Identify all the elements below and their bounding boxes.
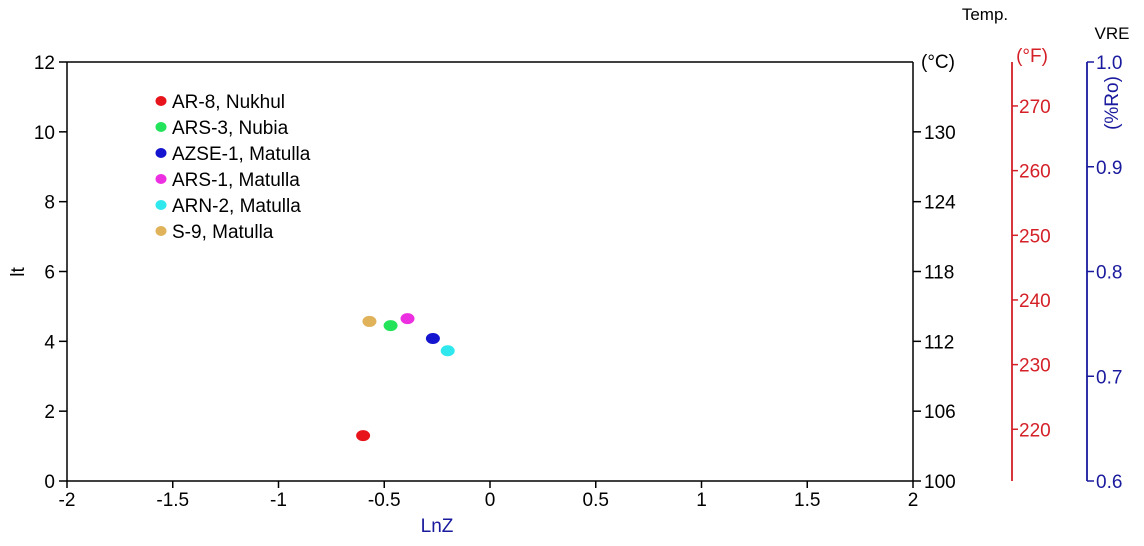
fahrenheit-tick-label: 220: [1019, 420, 1051, 441]
data-points: [356, 313, 455, 442]
vre-tick-label: 0.6: [1096, 472, 1122, 493]
data-point: [440, 345, 455, 357]
x-tick-label: 0.5: [583, 490, 609, 511]
fahrenheit-tick-label: 240: [1019, 291, 1051, 312]
celsius-tick-label: 118: [924, 263, 954, 284]
fahrenheit-tick-label: 270: [1019, 97, 1051, 118]
fahrenheit-axis: (°F) 220 230 240 250 260 270: [1011, 46, 1051, 481]
celsius-tick-label: 106: [924, 402, 956, 423]
y-tick-label: 0: [44, 472, 55, 493]
x-tick-label: -1.5: [156, 490, 189, 511]
y-tick-label: 12: [34, 53, 55, 74]
celsius-axis: (°C) 100 106 112 118 124 130: [913, 52, 956, 493]
celsius-tick-label: 112: [924, 332, 954, 353]
y-axis-label: lt: [8, 267, 29, 277]
x-tick-label: 0: [485, 490, 496, 511]
y-tick-label: 4: [44, 332, 55, 353]
legend-label: S-9, Matulla: [172, 222, 274, 243]
vre-unit-label: (%Ro): [1102, 76, 1123, 130]
temp-header: Temp.: [962, 5, 1008, 24]
celsius-tick-label: 130: [924, 123, 956, 144]
x-tick-label: 1: [696, 490, 707, 511]
x-tick-label: -2: [59, 490, 76, 511]
legend-marker: [155, 96, 167, 106]
legend-marker: [155, 200, 167, 210]
data-point: [383, 320, 398, 332]
y-tick-label: 8: [44, 193, 55, 214]
x-tick-label: 1.5: [794, 490, 820, 511]
x-tick-label: -0.5: [368, 490, 401, 511]
data-point: [400, 313, 415, 325]
x-ticks: -2 -1.5 -1 -0.5 0 0.5 1 1.5 2: [59, 481, 919, 511]
y-ticks: 0 2 4 6 8 10 12: [34, 53, 67, 493]
fahrenheit-tick-label: 260: [1019, 162, 1051, 183]
x-axis-label: LnZ: [421, 516, 454, 537]
legend-label: AZSE-1, Matulla: [172, 144, 311, 165]
vre-header: VRE: [1095, 24, 1130, 43]
vre-tick-label: 1.0: [1096, 53, 1122, 74]
vre-tick-label: 0.9: [1096, 158, 1122, 179]
vre-tick-label: 0.8: [1096, 263, 1122, 284]
legend-marker: [155, 148, 167, 158]
legend-label: ARS-3, Nubia: [172, 118, 289, 139]
fahrenheit-tick-label: 250: [1019, 226, 1051, 247]
fahrenheit-unit-label: (°F): [1016, 46, 1048, 67]
data-point: [356, 430, 371, 442]
celsius-tick-label: 100: [924, 472, 956, 493]
x-tick-label: 2: [908, 490, 919, 511]
legend-label: ARS-1, Matulla: [172, 170, 300, 191]
legend-marker: [155, 226, 167, 236]
data-point: [425, 333, 440, 345]
legend-marker: [155, 174, 167, 184]
x-tick-label: -1: [270, 490, 287, 511]
vre-axis: (%Ro) 0.6 0.7 0.8 0.9 1.0: [1086, 53, 1123, 493]
legend-label: AR-8, Nukhul: [172, 92, 285, 113]
celsius-tick-label: 124: [924, 193, 956, 214]
y-tick-label: 6: [44, 263, 55, 284]
y-tick-label: 2: [44, 402, 55, 423]
fahrenheit-tick-label: 230: [1019, 356, 1051, 377]
y-tick-label: 10: [34, 123, 55, 144]
legend-marker: [155, 122, 167, 132]
vre-tick-label: 0.7: [1096, 367, 1122, 388]
data-point: [362, 315, 377, 327]
legend-label: ARN-2, Matulla: [172, 196, 301, 217]
celsius-unit-label: (°C): [921, 52, 955, 73]
legend: AR-8, Nukhul ARS-3, Nubia AZSE-1, Matulla A…: [155, 92, 311, 243]
